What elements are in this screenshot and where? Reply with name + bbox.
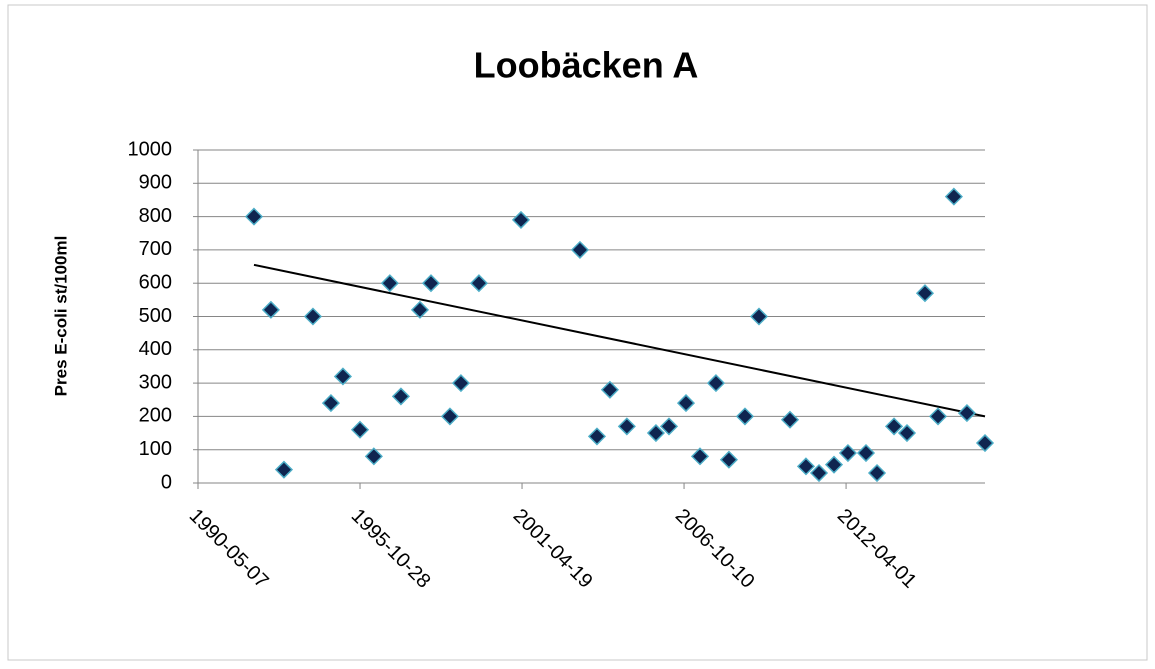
y-tick-label: 200 bbox=[139, 405, 172, 427]
data-point bbox=[380, 274, 399, 293]
data-point bbox=[915, 284, 935, 303]
y-tick-label: 0 bbox=[161, 471, 172, 493]
data-point bbox=[600, 380, 619, 399]
data-point bbox=[884, 417, 904, 436]
chart-title: Loobäcken A bbox=[474, 45, 699, 86]
data-point bbox=[244, 207, 264, 226]
data-point bbox=[410, 300, 430, 319]
data-point bbox=[809, 463, 829, 483]
data-point bbox=[928, 407, 948, 426]
data-point bbox=[735, 407, 755, 426]
data-point bbox=[350, 420, 370, 439]
data-point bbox=[838, 443, 857, 463]
y-tick-label: 600 bbox=[139, 271, 172, 293]
trendline bbox=[253, 263, 986, 418]
y-tick-label: 500 bbox=[139, 305, 172, 327]
data-point bbox=[690, 447, 710, 466]
data-point bbox=[719, 450, 738, 469]
data-point bbox=[303, 307, 323, 326]
data-point bbox=[897, 423, 917, 443]
data-point bbox=[749, 307, 769, 326]
data-point bbox=[824, 455, 844, 474]
data-point bbox=[975, 433, 995, 453]
y-tick-label: 900 bbox=[139, 172, 172, 194]
data-point bbox=[780, 410, 800, 429]
data-point bbox=[957, 404, 976, 423]
data-point bbox=[856, 443, 876, 463]
data-point bbox=[321, 394, 340, 413]
data-point bbox=[421, 274, 441, 293]
y-tick-label: 300 bbox=[139, 371, 172, 393]
data-point bbox=[333, 367, 352, 386]
data-point bbox=[617, 417, 636, 436]
data-point bbox=[511, 210, 531, 229]
data-point bbox=[440, 407, 459, 426]
data-point bbox=[451, 374, 471, 393]
data-point bbox=[944, 187, 963, 206]
data-point bbox=[391, 387, 410, 406]
y-axis-label: Pres E-coli st/100ml bbox=[51, 236, 70, 397]
data-point bbox=[469, 274, 488, 293]
y-tick-label: 400 bbox=[139, 338, 172, 360]
data-point bbox=[659, 417, 679, 436]
data-point bbox=[274, 460, 294, 479]
data-point bbox=[587, 427, 607, 446]
y-tick-label: 100 bbox=[139, 438, 172, 460]
data-point bbox=[646, 423, 666, 443]
data-point bbox=[364, 447, 383, 466]
data-point bbox=[570, 240, 590, 259]
data-point bbox=[261, 300, 280, 319]
data-point bbox=[867, 463, 887, 483]
y-tick-label: 700 bbox=[139, 238, 172, 260]
y-tick-label: 800 bbox=[139, 205, 172, 227]
data-point bbox=[676, 394, 696, 413]
y-tick-label: 1000 bbox=[128, 138, 173, 160]
data-point bbox=[796, 457, 816, 476]
data-point bbox=[706, 374, 726, 393]
